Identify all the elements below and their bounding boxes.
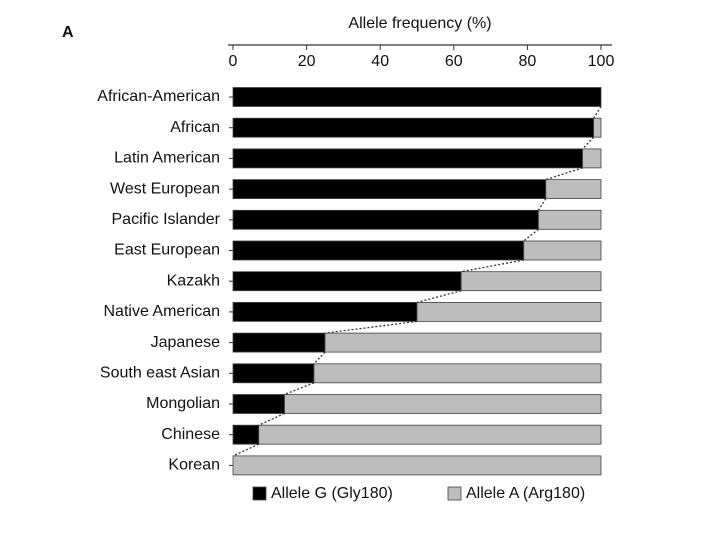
connector — [416, 290, 462, 304]
connector — [324, 320, 418, 334]
y-tick-label: African — [170, 119, 220, 136]
x-tick-label: 60 — [445, 53, 463, 70]
bar-segment — [523, 240, 602, 261]
bar-segment — [232, 424, 260, 445]
bar-segment — [232, 209, 539, 230]
connector — [313, 351, 326, 365]
connector — [232, 443, 260, 457]
y-tick-label: Latin American — [114, 150, 220, 167]
connector — [258, 412, 285, 426]
y-tick-label: Pacific Islander — [112, 211, 221, 228]
bar-segment — [232, 363, 315, 384]
bar-segment — [232, 332, 326, 353]
y-tick-label: Korean — [168, 457, 220, 474]
bar-segment — [284, 394, 602, 414]
x-tick-label: 80 — [519, 53, 537, 70]
bar-segment — [324, 332, 602, 353]
bar-segment — [232, 148, 584, 169]
bar-segment — [582, 148, 602, 169]
chart-title: Allele frequency (%) — [348, 15, 491, 32]
bar-segment — [232, 301, 418, 322]
x-tick-label: 100 — [588, 53, 615, 70]
bar-segment — [545, 179, 602, 200]
bar-segment — [232, 394, 285, 414]
panel-label: A — [62, 24, 74, 41]
legend-swatch — [447, 486, 462, 501]
bar-segment — [232, 179, 547, 200]
bar-segment — [232, 455, 602, 476]
y-tick-label: Native American — [104, 303, 221, 320]
legend-swatch — [252, 486, 267, 501]
bar-segment — [538, 209, 602, 230]
connector — [284, 382, 315, 396]
bar-segment — [232, 271, 462, 292]
x-tick-label: 40 — [371, 53, 389, 70]
x-tick-label: 20 — [298, 53, 316, 70]
y-tick-label: West European — [110, 180, 220, 197]
connector — [523, 228, 539, 242]
bar-segment — [258, 424, 602, 445]
connector — [537, 198, 547, 211]
connector — [461, 259, 524, 273]
connector — [582, 136, 595, 150]
bar-segment — [313, 363, 602, 384]
bar-segment — [593, 117, 602, 138]
connector — [545, 167, 583, 181]
connector — [593, 106, 602, 119]
y-tick-label: South east Asian — [100, 365, 220, 382]
y-tick-label: Chinese — [161, 426, 220, 443]
legend-label: Allele A (Arg180) — [466, 485, 585, 502]
y-tick-label: East European — [114, 242, 220, 259]
bar-segment — [232, 87, 602, 107]
x-tick-label: 0 — [229, 53, 238, 70]
bar-segment — [232, 117, 595, 138]
y-tick-label: Japanese — [151, 334, 220, 351]
y-tick-label: African-American — [97, 88, 220, 105]
bar-segment — [232, 240, 525, 261]
bar-segment — [416, 301, 602, 322]
legend-label: Allele G (Gly180) — [271, 485, 393, 502]
y-tick-label: Mongolian — [146, 395, 220, 412]
y-tick-label: Kazakh — [167, 272, 220, 289]
bar-segment — [460, 271, 602, 292]
